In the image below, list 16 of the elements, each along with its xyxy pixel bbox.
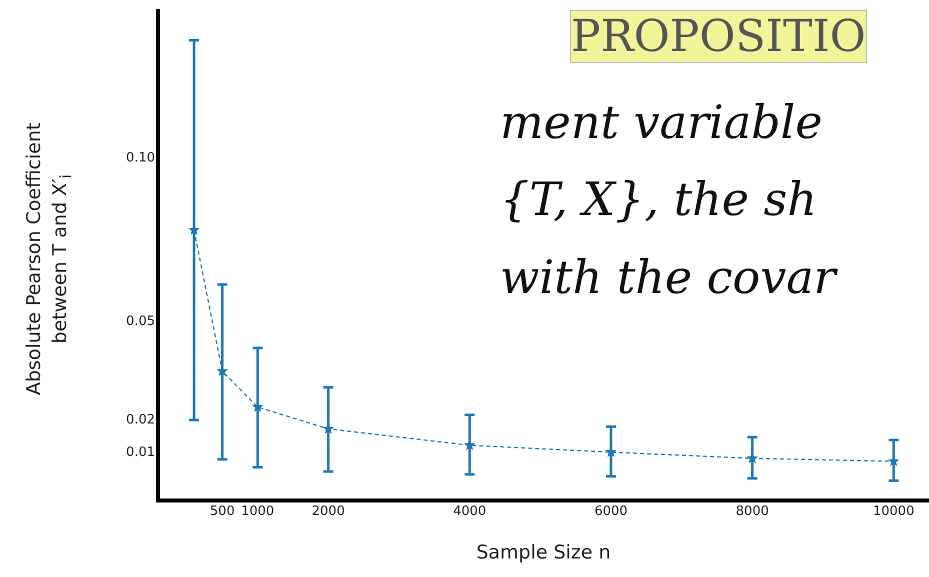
x-tick-label: 2000 bbox=[312, 504, 345, 519]
x-tick-label: 10000 bbox=[872, 504, 914, 519]
y-tick-label: 0.05 bbox=[126, 314, 155, 330]
annotation: PROPOSITIO bbox=[570, 10, 867, 63]
y-tick-label: 0.01 bbox=[126, 445, 155, 460]
x-tick-label: 6000 bbox=[594, 504, 628, 519]
x-tick-label: 500 bbox=[210, 504, 235, 519]
x-tick-label: 8000 bbox=[736, 504, 769, 519]
annotation: with the covar bbox=[500, 250, 836, 304]
y-tick-label: 0.10 bbox=[126, 150, 155, 166]
y-tick-label: 0.02 bbox=[126, 412, 155, 428]
x-axis-title: Sample Size n bbox=[476, 542, 611, 564]
x-tick-label: 1000 bbox=[241, 504, 274, 519]
annotation: ment variable bbox=[500, 95, 822, 149]
annotation: {T, X}, the sh bbox=[500, 172, 817, 226]
x-tick-label: 4000 bbox=[453, 504, 486, 519]
